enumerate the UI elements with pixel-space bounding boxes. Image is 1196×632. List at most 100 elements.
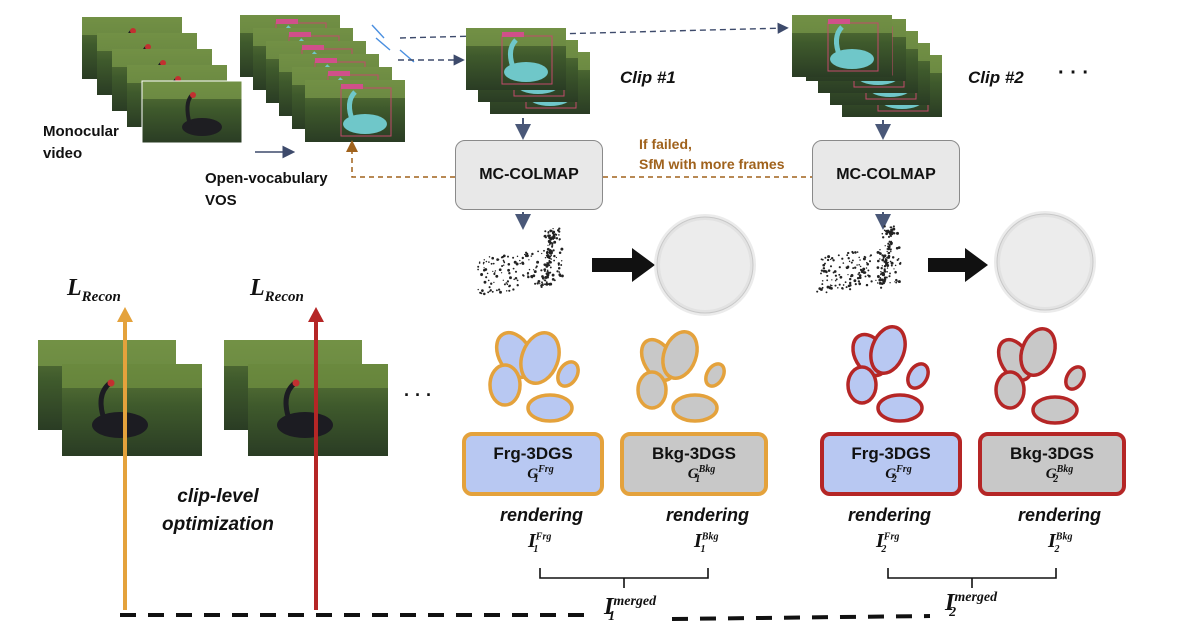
point-cloud-dot (884, 261, 888, 264)
point-cloud-dot (856, 276, 860, 280)
point-cloud-dot (534, 282, 537, 285)
mc-colmap-clip1: MC-COLMAP (455, 140, 603, 210)
point-cloud-dot (512, 288, 515, 291)
point-cloud-dot (540, 269, 543, 272)
point-cloud-dot (893, 232, 896, 235)
point-cloud-dot (883, 276, 887, 279)
point-cloud-dot (827, 269, 831, 272)
point-cloud-dot (852, 267, 855, 270)
point-cloud-dot (860, 270, 863, 273)
point-cloud-dot (544, 236, 547, 239)
point-cloud-dot (866, 261, 868, 264)
frg-3dgs-clip2-title: Frg-3DGS (851, 443, 931, 463)
point-cloud-dot (551, 242, 554, 245)
point-cloud-dot (509, 276, 512, 280)
point-cloud-dot (514, 270, 518, 273)
point-cloud-dot (845, 266, 848, 268)
point-cloud-dot (493, 272, 496, 275)
point-cloud-dot (878, 251, 881, 254)
mc-colmap-clip1-label: MC-COLMAP (479, 166, 579, 183)
rendering-bkg-1: rendering (666, 505, 750, 525)
point-cloud-dot (553, 240, 557, 244)
timeline-mid (671, 614, 931, 621)
point-cloud-dot (870, 280, 873, 283)
point-cloud-dot (838, 266, 841, 269)
point-cloud-dot (859, 259, 861, 261)
point-cloud-dot (892, 225, 895, 228)
init-arrow-clip2 (928, 248, 988, 282)
point-cloud-dot (544, 279, 547, 282)
point-cloud-dot (828, 286, 832, 290)
point-cloud-dot (547, 271, 550, 275)
point-cloud-dot (526, 271, 530, 275)
point-cloud-dot (876, 259, 880, 263)
point-cloud-dot (553, 254, 556, 258)
point-cloud-dot (488, 256, 491, 258)
point-cloud-dot (502, 279, 504, 281)
point-cloud-dot (882, 256, 885, 259)
point-cloud-dot (483, 267, 485, 269)
point-cloud-dot (886, 264, 890, 267)
point-cloud-dot (890, 226, 893, 229)
point-cloud-dot (876, 282, 879, 284)
point-cloud-dot (545, 251, 549, 255)
point-cloud-dot (883, 270, 887, 273)
point-cloud-dot (550, 251, 554, 255)
point-cloud-dot (866, 262, 869, 266)
point-cloud-dot (887, 242, 890, 245)
point-cloud-dot (502, 259, 505, 262)
point-cloud-dot (507, 263, 511, 266)
point-cloud-dot (883, 225, 886, 228)
point-cloud-dot (890, 240, 893, 243)
point-cloud-dot (503, 264, 505, 266)
point-cloud-dot (886, 270, 888, 273)
clip1-label: Clip #1 (620, 68, 676, 87)
monocular-video-label: Monocular video (43, 123, 119, 162)
point-cloud-dot (857, 280, 861, 283)
brace-clip1 (539, 568, 709, 588)
init-arrow-clip1 (592, 248, 655, 282)
render-frames-2 (224, 340, 388, 456)
g-frg-1: GFrg1 (527, 463, 554, 485)
point-cloud-dot (530, 255, 533, 257)
point-cloud-dot (844, 281, 847, 284)
point-cloud-dot (822, 263, 826, 267)
point-cloud-dot (858, 274, 862, 277)
point-cloud-dot (522, 274, 524, 277)
point-cloud-dot (528, 259, 530, 261)
point-cloud-dot (541, 281, 543, 284)
point-cloud-dot (547, 230, 550, 233)
point-cloud-dot (536, 260, 540, 264)
point-cloud-dot (889, 232, 893, 236)
point-cloud-dot (841, 257, 844, 260)
point-cloud-dot (527, 274, 529, 276)
point-cloud-dot (479, 291, 482, 294)
point-cloud-dot (834, 284, 837, 287)
point-cloud-dot (835, 278, 838, 281)
point-cloud-dot (853, 279, 857, 283)
point-cloud-dot (545, 272, 548, 275)
point-cloud-dot (867, 269, 870, 272)
i-bkg-1: IBkg1 (694, 530, 719, 555)
point-cloud-dot (547, 234, 551, 238)
point-cloud-dot (486, 272, 489, 275)
point-cloud-dot (558, 271, 561, 273)
point-cloud-dot (818, 287, 821, 290)
point-cloud-dot (516, 284, 519, 287)
g-frg-2: GFrg2 (885, 463, 912, 485)
point-cloud-dot (854, 251, 857, 254)
point-cloud-dot (831, 257, 833, 260)
point-cloud-dot (881, 265, 883, 267)
point-cloud-dot (848, 260, 851, 263)
point-cloud-dot (548, 256, 551, 260)
point-cloud-dot (498, 268, 502, 272)
point-cloud-dot (490, 262, 493, 265)
point-cloud-dot (868, 260, 872, 263)
point-cloud-dot (845, 286, 848, 289)
point-cloud-dot (876, 266, 880, 269)
point-cloud-dot (503, 261, 506, 264)
point-cloud-dot (881, 232, 884, 235)
arrow-to-clip2 (399, 22, 789, 39)
mc-colmap-clip2-label: MC-COLMAP (836, 166, 936, 183)
